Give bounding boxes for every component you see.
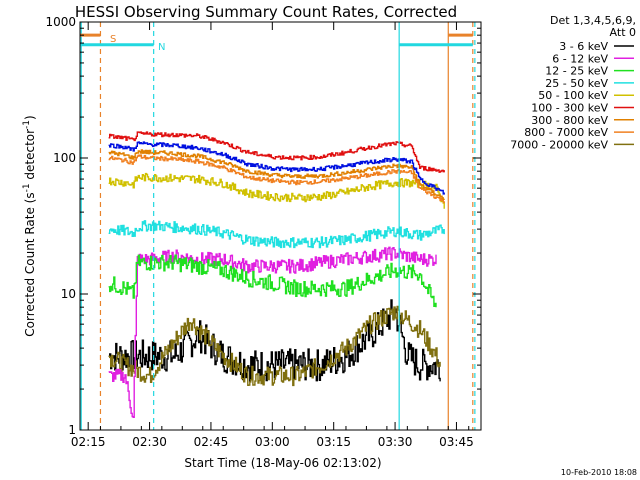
x-tick-label: 03:15	[316, 435, 351, 449]
y-tick-label: 1	[68, 423, 76, 437]
series-25-50-keV	[108, 220, 445, 249]
series-800-7000-keV	[108, 154, 445, 204]
marker-label-s: S	[110, 34, 116, 45]
y-tick-label: 100	[53, 151, 76, 165]
series-50-100-keV	[108, 172, 445, 209]
series-layer	[108, 131, 445, 418]
x-tick-label: 02:30	[132, 435, 167, 449]
legend-label: 800 - 7000 keV	[524, 126, 608, 139]
legend-label: 7000 - 20000 keV	[510, 138, 608, 151]
legend-label: 300 - 800 keV	[531, 114, 608, 127]
legend-label: 12 - 25 keV	[545, 65, 608, 78]
x-tick-label: 02:15	[71, 435, 106, 449]
series-6-12-keV	[108, 246, 437, 418]
legend-label: 3 - 6 keV	[559, 40, 608, 53]
legend-header-line1: Det 1,3,4,5,6,9,	[550, 14, 636, 27]
legend-label: 6 - 12 keV	[552, 52, 608, 65]
marker-lines: SN	[80, 22, 476, 430]
y-tick-label: 10	[61, 287, 76, 301]
x-tick-label: 03:45	[439, 435, 474, 449]
y-tick-label: 1000	[45, 15, 76, 29]
marker-label-n: N	[158, 42, 165, 53]
chart-title: HESSI Observing Summary Count Rates, Cor…	[75, 3, 457, 21]
legend-label: 100 - 300 keV	[531, 102, 608, 115]
series-blue-trace	[108, 141, 445, 195]
axis-ticks: 02:15 02:30 02:45 03:00 03:15 03:30 03:45 1 10 10…	[45, 15, 481, 449]
y-axis-title: Corrected Count Rate (s-1 detector-1)	[22, 115, 37, 336]
x-tick-label: 03:30	[378, 435, 413, 449]
x-axis-title: Start Time (18-May-06 02:13:02)	[184, 456, 381, 470]
plot-frame	[79, 21, 482, 431]
legend-header-line2: Att 0	[610, 26, 636, 39]
x-tick-label: 02:45	[194, 435, 229, 449]
legend-label: 50 - 100 keV	[538, 89, 608, 102]
series-100-300-keV	[108, 131, 445, 173]
x-tick-label: 03:00	[255, 435, 290, 449]
series-12-25-keV	[108, 254, 437, 308]
legend-label: 25 - 50 keV	[545, 77, 608, 90]
date-stamp: 10-Feb-2010 18:08	[561, 468, 637, 477]
series-7000-20000-keV	[108, 305, 441, 387]
series-300-800-keV	[108, 149, 445, 201]
